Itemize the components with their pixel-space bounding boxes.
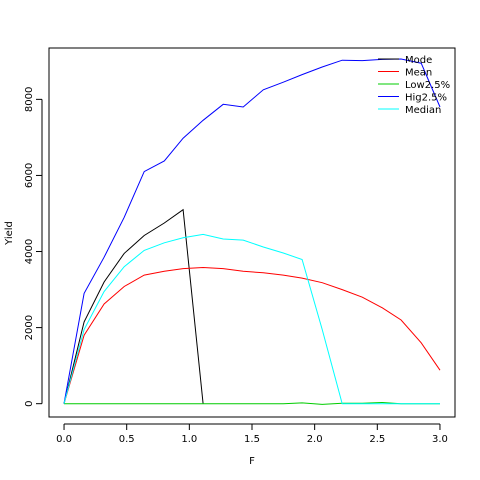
y-tick-label: 8000 — [24, 87, 35, 112]
x-tick-label: 3.0 — [432, 434, 448, 445]
legend-label-mean: Mean — [405, 68, 432, 79]
x-tick-label: 1.0 — [181, 434, 197, 445]
legend-label-median: Median — [405, 105, 441, 116]
y-tick-label: 0 — [24, 400, 35, 406]
plot-frame — [48, 47, 456, 418]
series-line-hig2-5 — [63, 58, 441, 404]
series-line-mean — [63, 266, 441, 404]
y-axis: 0 2000 4000 6000 8000 — [24, 87, 43, 407]
series-line-median — [63, 233, 440, 405]
x-tick-label: 0.5 — [119, 434, 135, 445]
y-tick-label: 4000 — [24, 239, 35, 264]
x-tick-label: 0.0 — [56, 434, 72, 445]
legend-label-mode: Mode — [405, 55, 432, 66]
legend-label-hig2-5: Hig2.5% — [405, 93, 447, 104]
series-line-mode — [63, 208, 204, 404]
x-tick-label: 1.5 — [244, 434, 260, 445]
x-axis-label: F — [249, 456, 255, 467]
x-tick-label: 2.5 — [369, 434, 385, 445]
y-axis-label: Yield — [4, 221, 15, 246]
y-tick-label: 6000 — [24, 163, 35, 188]
x-axis: 0.0 0.5 1.0 1.5 2.0 2.5 3.0 — [56, 423, 448, 445]
y-tick-label: 2000 — [24, 315, 35, 340]
series-line-low2-5 — [64, 401, 440, 405]
series-layer — [63, 58, 441, 405]
legend-label-low2-5: Low2.5% — [405, 80, 450, 91]
x-tick-label: 2.0 — [307, 434, 323, 445]
